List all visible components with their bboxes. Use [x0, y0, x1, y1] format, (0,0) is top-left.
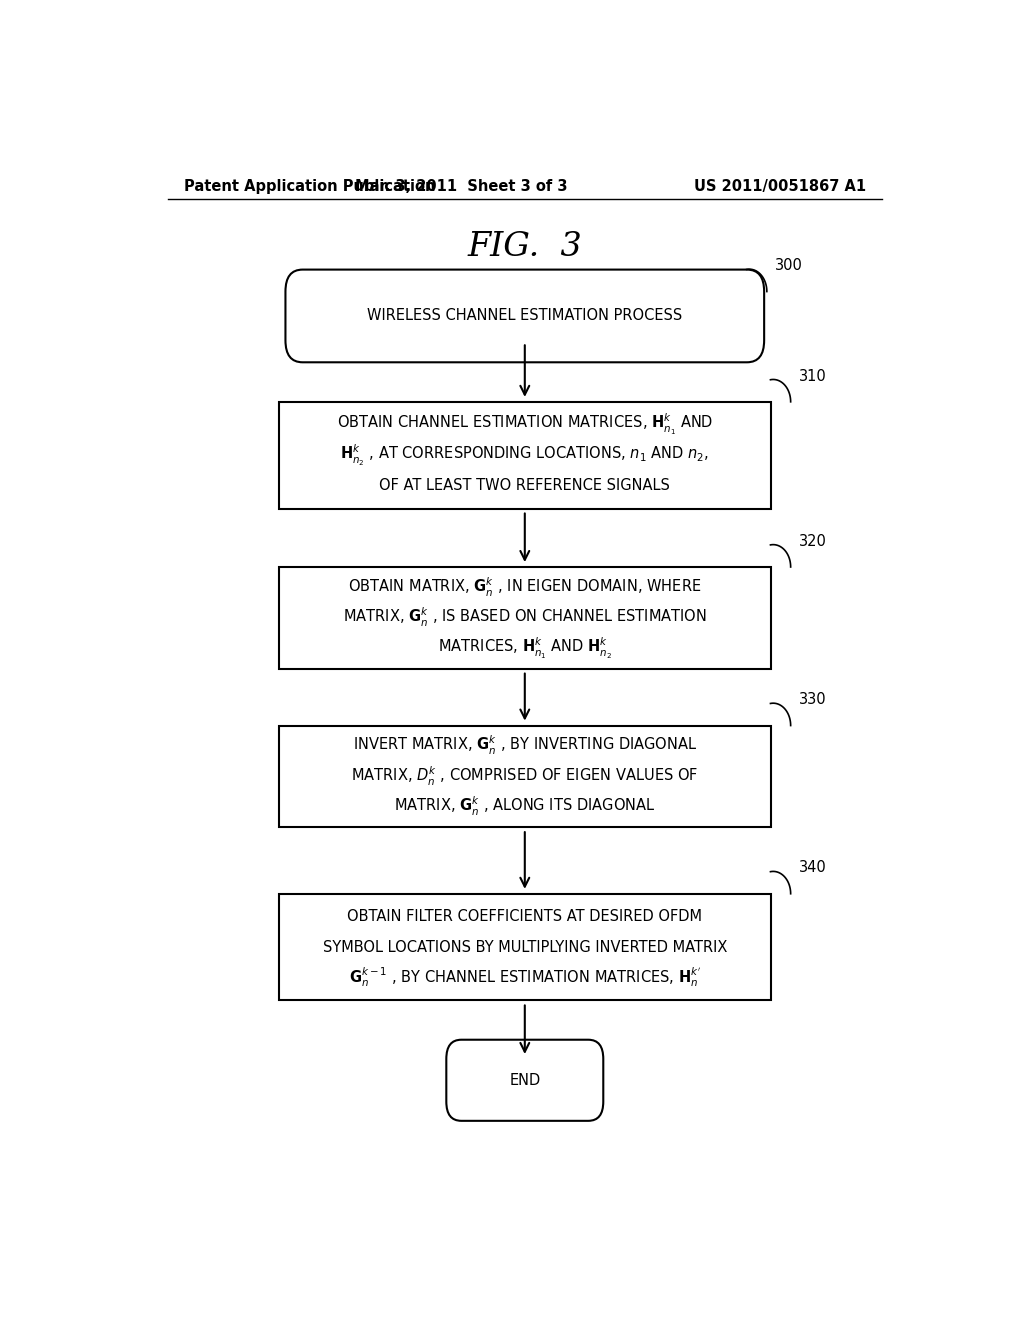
Bar — [279, 894, 771, 1001]
Text: SYMBOL LOCATIONS BY MULTIPLYING INVERTED MATRIX: SYMBOL LOCATIONS BY MULTIPLYING INVERTED… — [323, 940, 727, 954]
Text: OF AT LEAST TWO REFERENCE SIGNALS: OF AT LEAST TWO REFERENCE SIGNALS — [379, 478, 671, 494]
Text: 340: 340 — [799, 861, 826, 875]
Text: Mar. 3, 2011  Sheet 3 of 3: Mar. 3, 2011 Sheet 3 of 3 — [355, 180, 567, 194]
Bar — [279, 726, 771, 828]
Bar — [279, 401, 771, 508]
Text: $\mathbf{H}^k_{n_2}$ , AT CORRESPONDING LOCATIONS, $n_1$ AND $n_2$,: $\mathbf{H}^k_{n_2}$ , AT CORRESPONDING … — [340, 442, 710, 467]
Bar — [279, 568, 771, 669]
Text: 310: 310 — [799, 368, 826, 384]
Text: 320: 320 — [799, 533, 826, 549]
Text: MATRIX, $\mathbf{G}^k_n$ , IS BASED ON CHANNEL ESTIMATION: MATRIX, $\mathbf{G}^k_n$ , IS BASED ON C… — [343, 606, 707, 630]
Text: END: END — [509, 1073, 541, 1088]
FancyBboxPatch shape — [446, 1040, 603, 1121]
Text: $\mathbf{G}^{k-1}_n$ , BY CHANNEL ESTIMATION MATRICES, $\mathbf{H}^{k'}_n$: $\mathbf{G}^{k-1}_n$ , BY CHANNEL ESTIMA… — [349, 966, 700, 990]
Text: MATRICES, $\mathbf{H}^k_{n_1}$ AND $\mathbf{H}^k_{n_2}$: MATRICES, $\mathbf{H}^k_{n_1}$ AND $\mat… — [437, 636, 612, 661]
Text: FIG.  3: FIG. 3 — [467, 231, 583, 263]
FancyBboxPatch shape — [286, 269, 764, 362]
Text: 330: 330 — [799, 692, 826, 708]
Text: INVERT MATRIX, $\mathbf{G}^k_n$ , BY INVERTING DIAGONAL: INVERT MATRIX, $\mathbf{G}^k_n$ , BY INV… — [352, 734, 697, 758]
Text: US 2011/0051867 A1: US 2011/0051867 A1 — [694, 180, 866, 194]
Text: MATRIX, $D^k_n$ , COMPRISED OF EIGEN VALUES OF: MATRIX, $D^k_n$ , COMPRISED OF EIGEN VAL… — [351, 764, 698, 788]
Text: OBTAIN FILTER COEFFICIENTS AT DESIRED OFDM: OBTAIN FILTER COEFFICIENTS AT DESIRED OF… — [347, 909, 702, 924]
Text: Patent Application Publication: Patent Application Publication — [183, 180, 435, 194]
Text: MATRIX, $\mathbf{G}^k_n$ , ALONG ITS DIAGONAL: MATRIX, $\mathbf{G}^k_n$ , ALONG ITS DIA… — [394, 795, 655, 818]
Text: 300: 300 — [775, 259, 803, 273]
Text: WIRELESS CHANNEL ESTIMATION PROCESS: WIRELESS CHANNEL ESTIMATION PROCESS — [368, 309, 682, 323]
Text: OBTAIN CHANNEL ESTIMATION MATRICES, $\mathbf{H}^k_{n_1}$ AND: OBTAIN CHANNEL ESTIMATION MATRICES, $\ma… — [337, 412, 713, 437]
Text: OBTAIN MATRIX, $\mathbf{G}^k_n$ , IN EIGEN DOMAIN, WHERE: OBTAIN MATRIX, $\mathbf{G}^k_n$ , IN EIG… — [348, 576, 701, 599]
